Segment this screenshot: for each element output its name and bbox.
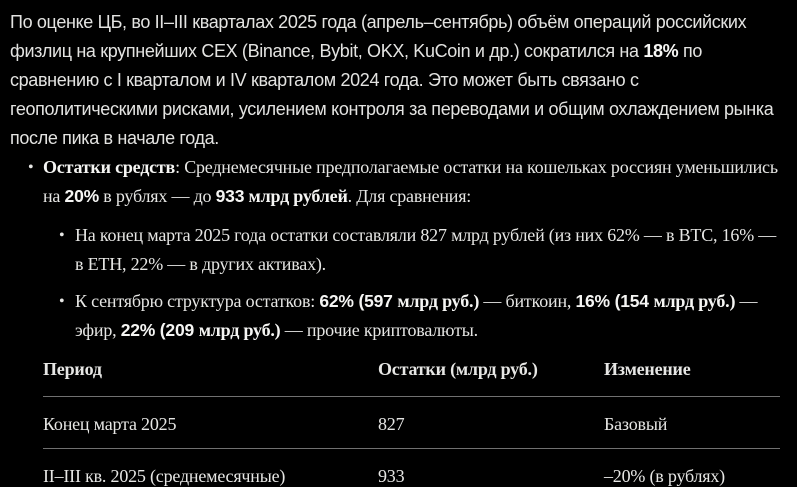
text-run: — прочие криптовалюты.: [280, 320, 477, 340]
header-cell-change: Изменение: [604, 359, 780, 397]
post-content: По оценке ЦБ, во II–III кварталах 2025 г…: [10, 8, 779, 487]
sub-bullet-list: • На конец марта 2025 года остатки соста…: [43, 221, 779, 345]
cell-balance: 933: [378, 449, 604, 487]
bold-text-run: 62% (597: [319, 291, 397, 311]
table-row: II–III кв. 2025 (среднемесячные) 933 –20…: [43, 449, 780, 487]
bold-text-run: 18%: [643, 41, 678, 61]
cell-period: Конец марта 2025: [43, 397, 378, 449]
cell-balance: 827: [378, 397, 604, 449]
sub-bullet-text-march: На конец марта 2025 года остатки составл…: [75, 225, 776, 274]
bullet-list: • Остатки средств: Среднемесячные предпо…: [10, 153, 779, 345]
intro-paragraph: По оценке ЦБ, во II–III кварталах 2025 г…: [10, 8, 779, 153]
text-run: По оценке ЦБ, во II–III кварталах 2025 г…: [10, 12, 746, 61]
bold-text-run: 16% (154: [575, 291, 653, 311]
table-row: Конец марта 2025 827 Базовый: [43, 397, 780, 449]
list-item-balances: • Остатки средств: Среднемесячные предпо…: [10, 153, 779, 345]
text-run: — биткоин,: [479, 291, 575, 311]
bold-text-run: млрд руб.): [199, 320, 281, 340]
post-page: { "page": { "background_color": "#000000…: [0, 0, 797, 455]
bullet-dot-icon: •: [59, 287, 64, 316]
text-run: в рублях — до: [99, 186, 216, 206]
header-cell-balance: Остатки (млрд руб.): [378, 359, 604, 397]
sub-list-item-march: • На конец марта 2025 года остатки соста…: [43, 221, 779, 279]
text-run: . Для сравнения:: [348, 186, 472, 206]
text-run: На конец марта 2025 года остатки составл…: [75, 225, 776, 274]
table-header-row: Период Остатки (млрд руб.) Изменение: [43, 359, 780, 397]
cell-change: –20% (в рублях): [604, 449, 780, 487]
header-cell-period: Период: [43, 359, 378, 397]
bold-text-run: млрд руб.): [397, 291, 479, 311]
bold-text-run: млрд руб.): [653, 291, 735, 311]
sub-list-item-september: • К сентябрю структура остатков: 62% (59…: [43, 287, 779, 345]
bullet-text-balances: Остатки средств: Среднемесячные предпола…: [43, 157, 778, 206]
bold-text-run: млрд рублей: [244, 186, 347, 206]
cell-period: II–III кв. 2025 (среднемесячные): [43, 449, 378, 487]
bullet-dot-icon: •: [59, 221, 64, 250]
cell-change: Базовый: [604, 397, 780, 449]
sub-bullet-text-september: К сентябрю структура остатков: 62% (597 …: [75, 291, 757, 340]
balances-table: Период Остатки (млрд руб.) Изменение Кон…: [43, 359, 780, 487]
bold-text-run: Остатки средств: [43, 157, 175, 177]
text-run: К сентябрю структура остатков:: [75, 291, 319, 311]
bold-text-run: 22% (209: [121, 320, 199, 340]
bold-text-run: 20%: [65, 186, 99, 206]
bullet-dot-icon: •: [28, 153, 33, 182]
bold-text-run: 933: [216, 186, 245, 206]
